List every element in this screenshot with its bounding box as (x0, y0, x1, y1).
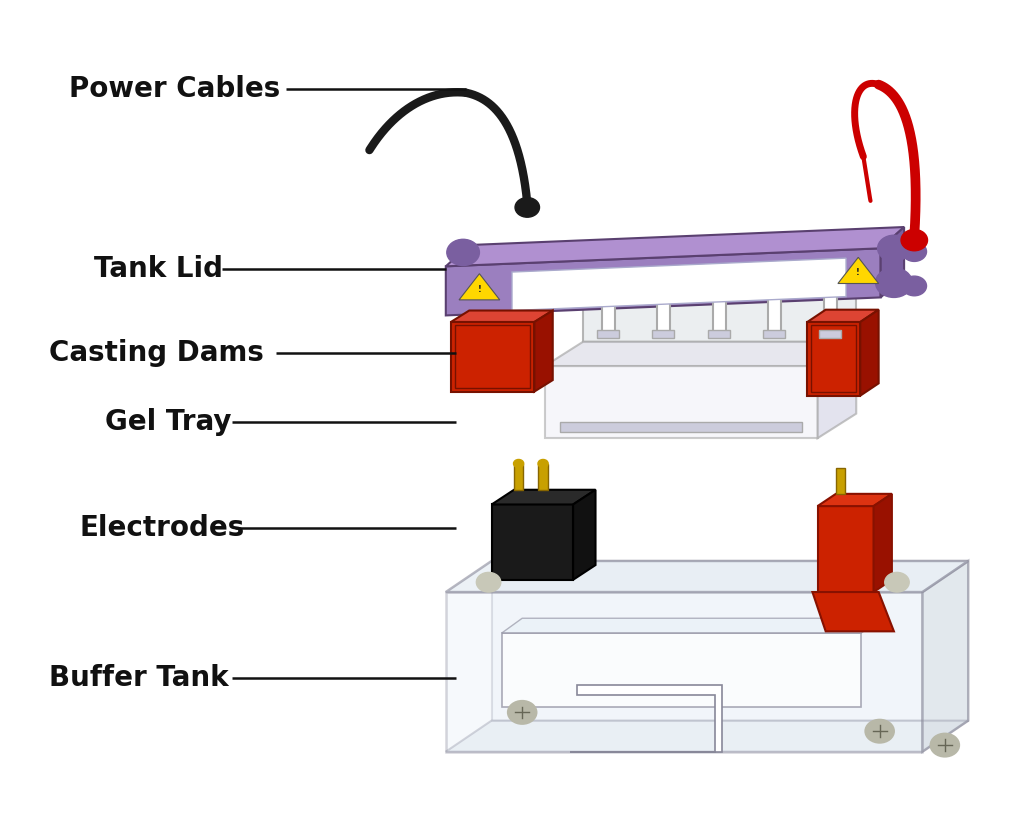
Polygon shape (573, 489, 596, 580)
Bar (836, 468, 845, 494)
Circle shape (876, 268, 912, 297)
Polygon shape (492, 489, 596, 504)
Polygon shape (492, 504, 573, 580)
Polygon shape (535, 311, 553, 391)
Bar (657, 286, 671, 334)
Polygon shape (459, 274, 500, 300)
Bar (708, 330, 730, 339)
Circle shape (538, 460, 548, 468)
Polygon shape (502, 633, 861, 707)
Circle shape (902, 241, 927, 261)
Bar (768, 286, 781, 334)
Polygon shape (451, 322, 535, 391)
Text: Buffer Tank: Buffer Tank (48, 664, 228, 692)
Circle shape (865, 719, 894, 742)
Polygon shape (807, 322, 860, 396)
Bar (539, 464, 548, 489)
Bar (597, 330, 618, 339)
Text: Tank Lid: Tank Lid (94, 255, 223, 283)
Polygon shape (545, 366, 817, 438)
Circle shape (902, 276, 927, 296)
Bar (602, 286, 614, 334)
Polygon shape (560, 422, 802, 432)
Text: !: ! (477, 285, 481, 293)
Text: Gel Tray: Gel Tray (104, 408, 231, 436)
Polygon shape (545, 342, 856, 366)
Polygon shape (881, 227, 904, 297)
Polygon shape (445, 561, 969, 592)
Polygon shape (812, 592, 894, 631)
Bar (823, 286, 837, 334)
Circle shape (446, 239, 479, 265)
Polygon shape (807, 310, 879, 322)
Polygon shape (873, 494, 892, 592)
Polygon shape (445, 720, 969, 751)
Bar (818, 330, 841, 339)
Circle shape (508, 701, 537, 723)
Polygon shape (838, 257, 879, 283)
Polygon shape (569, 685, 722, 751)
Polygon shape (512, 258, 846, 311)
Polygon shape (817, 342, 856, 438)
Circle shape (515, 198, 540, 218)
Circle shape (513, 460, 523, 468)
Circle shape (885, 573, 909, 592)
Polygon shape (492, 561, 969, 720)
Circle shape (878, 235, 910, 261)
Bar (763, 330, 785, 339)
Text: !: ! (856, 269, 860, 278)
Bar (514, 464, 523, 489)
Circle shape (901, 230, 928, 250)
Circle shape (476, 573, 501, 592)
Polygon shape (445, 248, 881, 316)
Polygon shape (451, 311, 553, 322)
Polygon shape (584, 280, 856, 342)
Circle shape (931, 733, 959, 756)
Text: Power Cables: Power Cables (69, 75, 281, 103)
Polygon shape (860, 310, 879, 396)
Polygon shape (923, 561, 969, 751)
Polygon shape (817, 506, 873, 592)
Text: Electrodes: Electrodes (79, 514, 245, 542)
Bar (713, 286, 726, 334)
Text: Casting Dams: Casting Dams (48, 339, 263, 367)
Polygon shape (445, 592, 923, 751)
Bar (652, 330, 675, 339)
Polygon shape (502, 618, 882, 633)
Polygon shape (445, 227, 904, 266)
Polygon shape (817, 494, 892, 506)
